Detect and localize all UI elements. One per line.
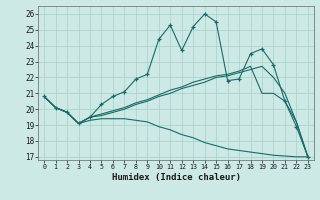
X-axis label: Humidex (Indice chaleur): Humidex (Indice chaleur)	[111, 173, 241, 182]
